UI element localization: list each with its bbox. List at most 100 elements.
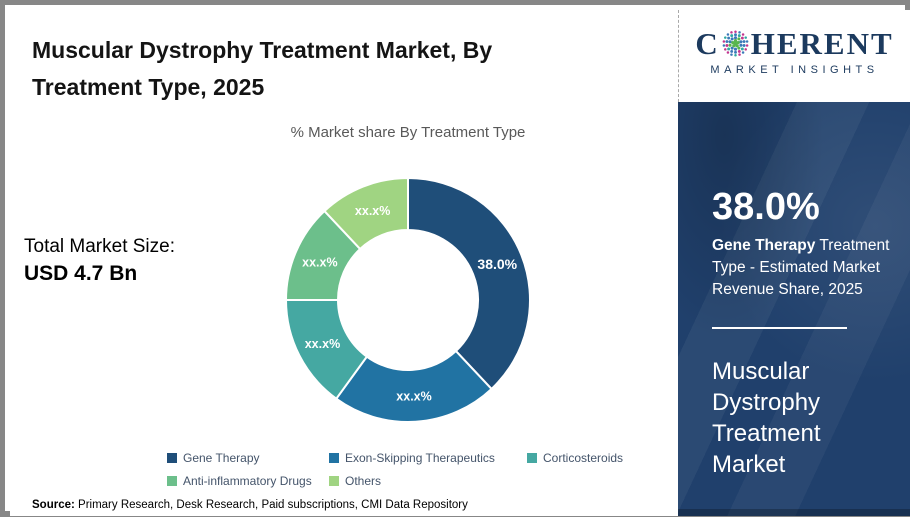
donut-segment-others: [323, 176, 409, 251]
legend-item-anti-inflammatory-drugs: Anti-inflammatory Drugs: [167, 474, 329, 488]
legend-swatch: [329, 476, 339, 486]
globe-dot: [730, 40, 735, 45]
legend-swatch: [329, 453, 339, 463]
globe-dot: [723, 48, 727, 51]
donut-label: xx.x%: [396, 389, 431, 403]
globe-dot: [745, 40, 749, 43]
brand-tagline: MARKET INSIGHTS: [710, 64, 879, 76]
globe-dot: [738, 31, 741, 34]
globe-dot: [740, 36, 744, 40]
main-panel: Muscular Dystrophy Treatment Market, By …: [10, 10, 678, 516]
stat-description-bold: Gene Therapy: [712, 237, 816, 254]
globe-dot: [728, 43, 732, 47]
legend-item-exon-skipping-therapeutics: Exon-Skipping Therapeutics: [329, 451, 527, 465]
page-title: Muscular Dystrophy Treatment Market, By …: [32, 37, 493, 100]
market-name-line: Treatment: [712, 420, 821, 447]
globe-dot: [733, 47, 737, 51]
globe-dot: [722, 40, 725, 43]
globe-dot: [729, 53, 733, 56]
globe-dot: [737, 37, 741, 41]
legend-item-others: Others: [329, 474, 381, 488]
legend-swatch: [527, 453, 537, 463]
donut-label: xx.x%: [305, 337, 340, 351]
globe-dot: [726, 47, 730, 51]
globe-dot: [730, 37, 734, 41]
donut-label: xx.x%: [355, 204, 390, 218]
legend-label: Gene Therapy: [183, 451, 260, 465]
globe-dot: [741, 51, 745, 54]
globe-dot: [726, 36, 730, 40]
legend-swatch: [167, 476, 177, 486]
globe-dot: [738, 53, 741, 56]
globe-dot: [742, 44, 746, 47]
globe-dot: [745, 44, 749, 47]
brand-wordmark: C HERENT: [679, 28, 910, 60]
legend-swatch: [167, 453, 177, 463]
globe-dot: [725, 40, 729, 43]
stat-description-rest: Treatment Type - Estimated Market Revenu…: [712, 237, 890, 298]
market-name-line: Market: [712, 451, 786, 478]
globe-dot: [730, 46, 734, 50]
legend-item-gene-therapy: Gene Therapy: [167, 451, 329, 465]
brand-prefix: C: [695, 26, 720, 61]
globe-dot: [733, 39, 737, 43]
globe-dot: [741, 33, 745, 36]
market-name: Muscular Dystrophy Treatment Market: [712, 356, 820, 480]
globe-dot: [744, 48, 747, 51]
globe-icon: [722, 30, 749, 57]
globe-dot: [725, 44, 729, 47]
donut-label: 38.0%: [477, 256, 517, 272]
globe-dot: [744, 36, 747, 39]
globe-dot: [733, 33, 737, 37]
globe-dot: [737, 46, 741, 50]
sidebar-panel: 38.0% Gene Therapy Treatment Type - Esti…: [678, 102, 910, 516]
legend-label: Exon-Skipping Therapeutics: [345, 451, 495, 465]
globe-dot: [726, 51, 729, 54]
legend-item-corticosteroids: Corticosteroids: [527, 451, 623, 465]
total-market-value: USD 4.7 Bn: [24, 262, 138, 285]
stat-value: 38.0%: [712, 186, 820, 228]
globe-dot: [729, 31, 733, 34]
donut-label: xx.x%: [302, 255, 337, 269]
globe-dot: [739, 43, 743, 47]
globe-dot: [729, 34, 733, 38]
market-name-line: Muscular: [712, 358, 810, 385]
globe-dot: [722, 44, 725, 47]
globe-dot: [737, 34, 741, 38]
brand-logo: C HERENT MARKET INSIGHTS: [678, 10, 910, 102]
stat-description: Gene Therapy Treatment Type - Estimated …: [712, 235, 894, 301]
globe-dot: [726, 33, 729, 36]
globe-dot: [733, 36, 737, 40]
donut-chart: 38.0% xx.x% xx.x% xx.x% xx.x%: [284, 176, 531, 423]
globe-dot: [737, 49, 741, 53]
total-market-label: Total Market Size:: [24, 236, 175, 257]
legend-label: Others: [345, 474, 382, 488]
globe-dot: [740, 47, 744, 51]
legend-row: Anti-inflammatory Drugs Others: [167, 474, 667, 488]
globe-dot: [728, 40, 732, 44]
source-label: Source:: [32, 499, 75, 511]
legend-row: Gene Therapy Exon-Skipping Therapeutics Co…: [167, 451, 667, 465]
chart-subtitle: % Market share By Treatment Type: [290, 124, 526, 141]
legend-label: Anti-inflammatory Drugs: [183, 474, 312, 488]
source-note: Source: Primary Research, Desk Research,…: [32, 499, 468, 511]
globe-dot: [733, 30, 737, 33]
globe-dot: [733, 50, 737, 54]
globe-dot: [723, 36, 727, 39]
globe-dot: [739, 40, 743, 44]
globe-dot: [736, 40, 740, 45]
globe-dot: [729, 49, 733, 53]
donut-segment-exon-skipping-therapeutics: [334, 349, 493, 423]
legend-label: Corticosteroids: [543, 451, 624, 465]
chart-legend: Gene Therapy Exon-Skipping Therapeutics Co…: [167, 451, 667, 497]
sidebar-divider: [712, 327, 847, 329]
market-name-line: Dystrophy: [712, 389, 821, 416]
globe-dot: [742, 40, 746, 43]
globe-dot: [733, 54, 737, 57]
total-market-size: Total Market Size: USD 4.7 Bn: [24, 236, 175, 286]
brand-suffix: HERENT: [750, 26, 894, 61]
globe-dot: [733, 41, 737, 46]
donut-segment-gene-therapy: [407, 176, 531, 391]
source-text: Primary Research, Desk Research, Paid su…: [74, 499, 468, 511]
